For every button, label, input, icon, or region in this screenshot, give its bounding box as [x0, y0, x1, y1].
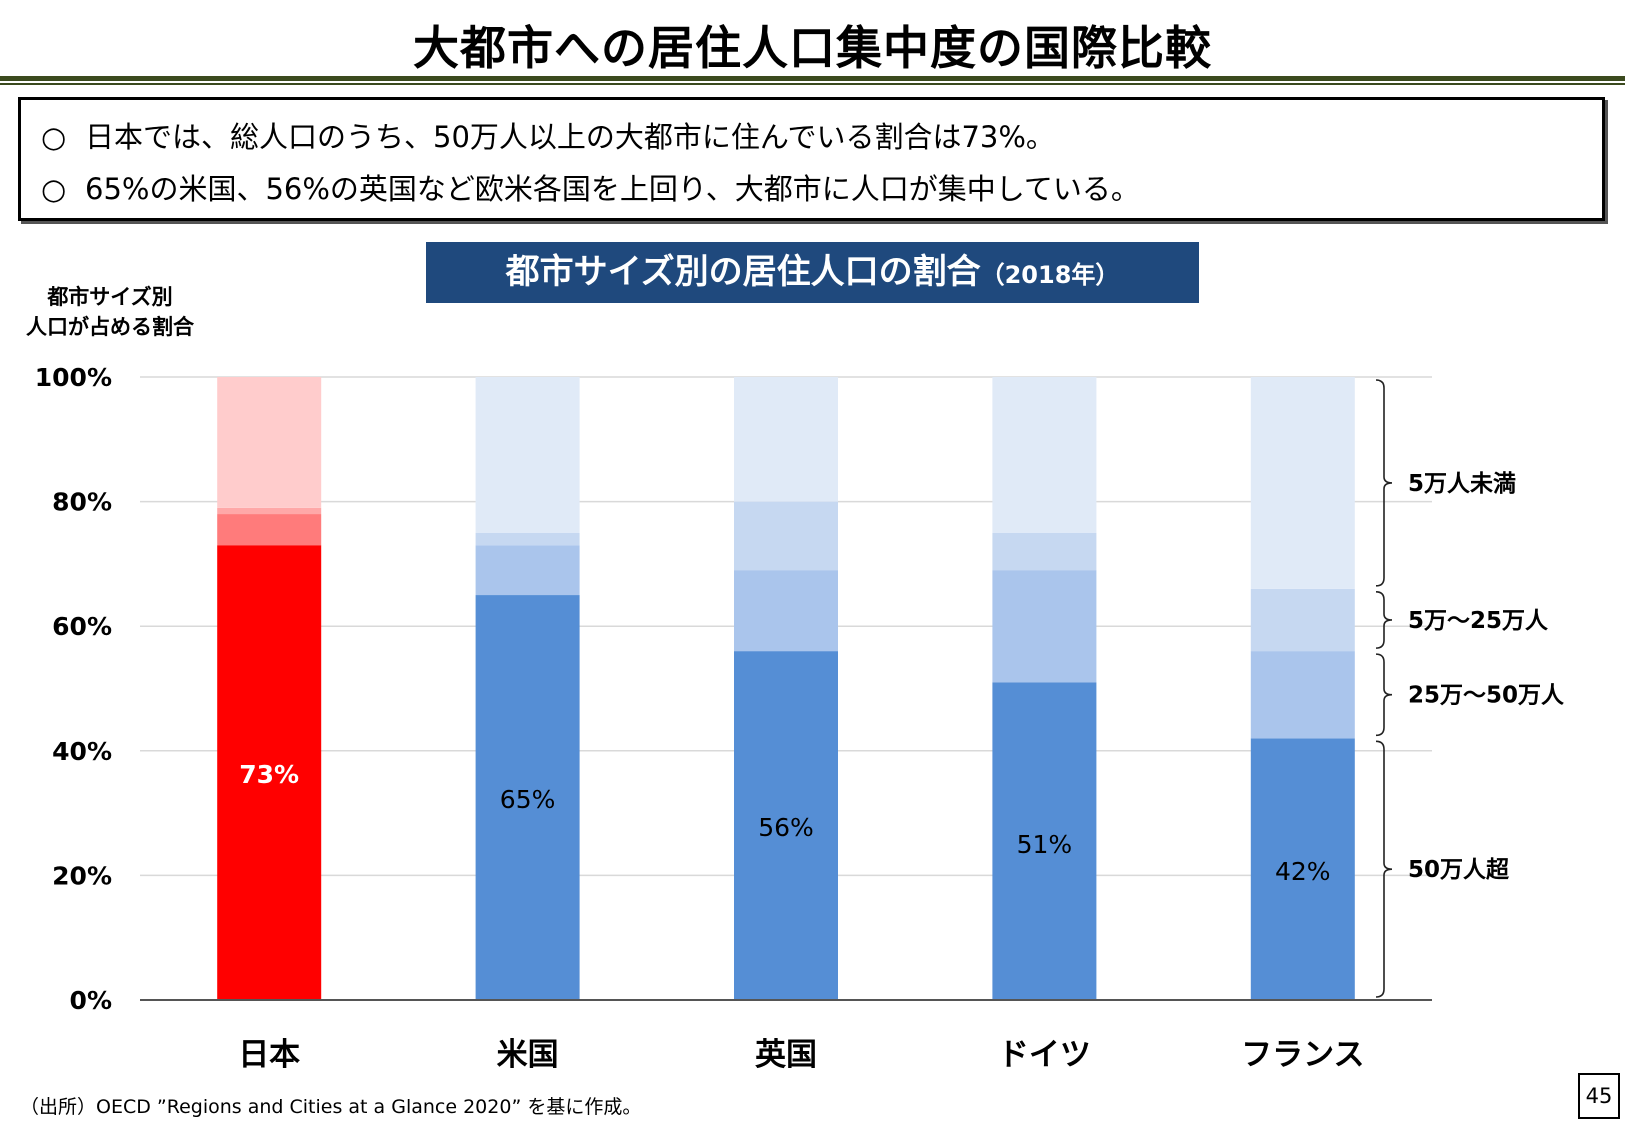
- chart-title: 都市サイズ別の居住人口の割合: [505, 252, 981, 292]
- legend-label: 5万～25万人: [1408, 608, 1549, 634]
- legend-bracket: [1375, 653, 1393, 737]
- bar-segment: [734, 651, 838, 1000]
- bar-segment: [992, 570, 1097, 683]
- category-label: ドイツ: [998, 1037, 1091, 1073]
- y-tick-label: 80%: [52, 488, 112, 517]
- bar-segment: [992, 532, 1097, 571]
- summary-text-1: 日本では、総人口のうち、50万人以上の大都市に住んでいる割合は73%。: [85, 120, 1055, 154]
- page-title: 大都市への居住人口集中度の国際比較: [413, 21, 1212, 75]
- bar-segment: [217, 514, 322, 546]
- bar-segment: [1250, 377, 1355, 589]
- bar-segment: [734, 377, 838, 502]
- y-tick-label: 40%: [52, 737, 112, 766]
- summary-text-2: 65%の米国、56%の英国など欧米各国を上回り、大都市に人口が集中している。: [85, 172, 1140, 206]
- y-axis-title-line-1: 都市サイズ別: [47, 285, 173, 309]
- bar-segment: [217, 377, 322, 508]
- circle-bullet-icon: ○: [41, 120, 67, 154]
- summary-bullet-2: ○ 65%の米国、56%の英国など欧米各国を上回り、大都市に人口が集中している。: [41, 166, 1140, 208]
- category-label: 日本: [238, 1037, 300, 1073]
- bar-segment: [734, 570, 838, 652]
- chart-year: （2018年）: [980, 261, 1120, 289]
- bar-segment: [1250, 738, 1355, 1000]
- summary-box: ○ 日本では、総人口のうち、50万人以上の大都市に住んでいる割合は73%。 ○ 65…: [18, 97, 1605, 221]
- y-tick-label: 20%: [52, 861, 112, 890]
- data-label: 65%: [500, 785, 556, 814]
- bar-segment: [217, 545, 322, 1000]
- data-label: 56%: [758, 813, 814, 842]
- bar-segment: [475, 377, 580, 533]
- legend-label: 50万人超: [1408, 857, 1510, 883]
- bar-segment: [1250, 588, 1355, 652]
- summary-bullet-1: ○ 日本では、総人口のうち、50万人以上の大都市に住んでいる割合は73%。: [41, 114, 1055, 156]
- y-axis-title-line-2: 人口が占める割合: [26, 315, 194, 339]
- title-rule-thin: [0, 83, 1625, 85]
- legend-bracket: [1375, 740, 1393, 998]
- legend-bracket: [1375, 591, 1393, 649]
- bar-segment: [217, 507, 322, 515]
- category-label: フランス: [1241, 1037, 1364, 1073]
- legend-label: 5万人未満: [1408, 471, 1516, 497]
- data-label: 73%: [239, 760, 299, 789]
- bar-segment: [992, 377, 1097, 533]
- category-label: 英国: [755, 1037, 817, 1073]
- y-tick-label: 0%: [70, 986, 112, 1015]
- bar-segment: [475, 532, 580, 546]
- y-tick-label: 100%: [35, 363, 112, 392]
- category-label: 米国: [497, 1037, 559, 1073]
- bar-segment: [475, 595, 580, 1000]
- bar-segment: [1250, 651, 1355, 739]
- data-label: 51%: [1017, 830, 1073, 859]
- data-label: 42%: [1275, 857, 1331, 886]
- bar-segment: [475, 545, 580, 596]
- y-axis-title: 都市サイズ別 人口が占める割合: [10, 282, 210, 342]
- y-tick-label: 60%: [52, 612, 112, 641]
- chart-banner: 都市サイズ別の居住人口の割合（2018年）: [426, 242, 1199, 303]
- title-rule: [0, 76, 1625, 81]
- legend-bracket: [1375, 379, 1393, 587]
- page-number: 45: [1578, 1073, 1620, 1119]
- bar-segment: [992, 682, 1097, 1000]
- circle-bullet-icon: ○: [41, 172, 67, 206]
- bar-segment: [734, 501, 838, 571]
- source-note: （出所）OECD ”Regions and Cities at a Glance…: [20, 1096, 642, 1118]
- legend-label: 25万～50万人: [1408, 683, 1565, 709]
